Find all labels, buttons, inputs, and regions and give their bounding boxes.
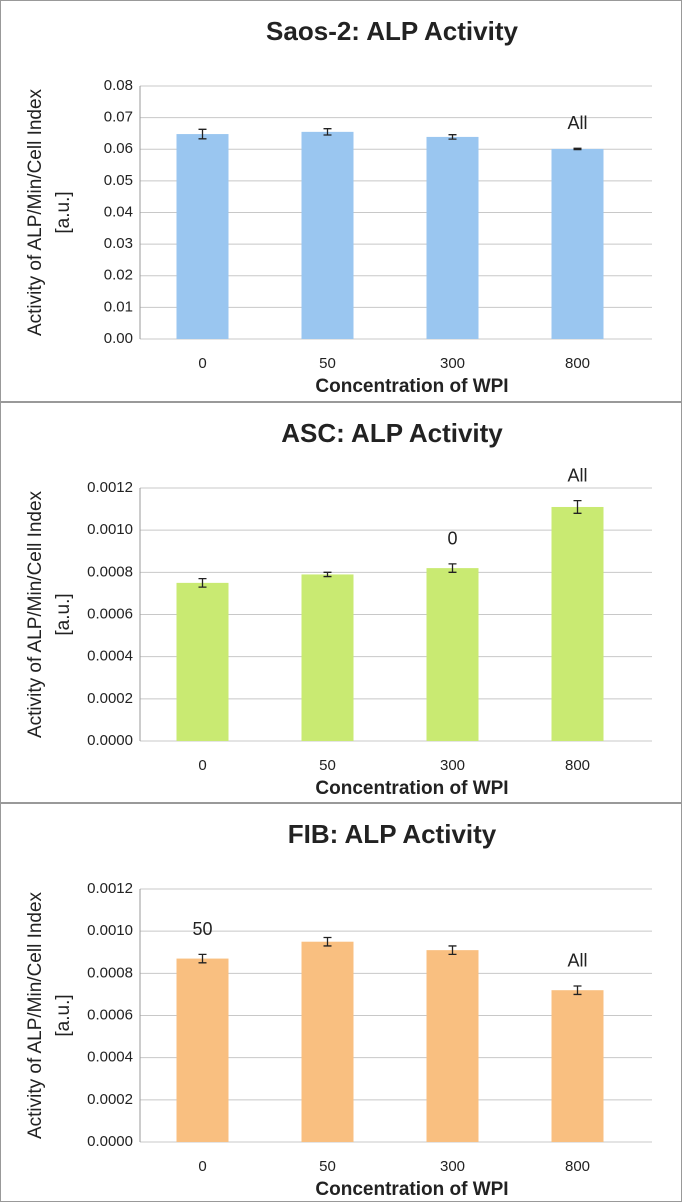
error-bar xyxy=(323,936,332,947)
x-axis-label: Concentration of WPI xyxy=(315,778,508,799)
y-axis-label: [a.u.] xyxy=(53,994,74,1036)
annotation: 50 xyxy=(192,919,212,939)
x-tick-label: 0 xyxy=(198,757,206,774)
x-tick-label: 50 xyxy=(319,1158,336,1175)
bar xyxy=(551,148,604,339)
error-bar xyxy=(198,953,207,964)
y-tick-label: 0.0008 xyxy=(87,563,133,580)
y-tick-label: 0.0006 xyxy=(87,1006,133,1023)
bar xyxy=(551,506,604,741)
x-tick-label: 50 xyxy=(319,757,336,774)
error-bar xyxy=(323,571,332,578)
y-tick-label: 0.0002 xyxy=(87,1091,133,1108)
x-axis-label: Concentration of WPI xyxy=(315,1179,508,1200)
error-bar xyxy=(323,128,332,136)
chart-title: FIB: ALP Activity xyxy=(288,819,497,849)
y-tick-label: 0.03 xyxy=(104,235,133,252)
bar xyxy=(426,950,479,1142)
bar xyxy=(426,136,479,339)
error-bar xyxy=(573,147,582,151)
x-tick-label: 300 xyxy=(440,355,465,372)
bar xyxy=(301,574,354,741)
x-tick-label: 800 xyxy=(565,757,590,774)
y-axis-label: Activity of ALP/Min/Cell Index xyxy=(25,891,46,1139)
x-tick-label: 800 xyxy=(565,355,590,372)
y-tick-label: 0.0006 xyxy=(87,605,133,622)
y-axis-label: [a.u.] xyxy=(53,593,74,635)
error-bar xyxy=(198,578,207,588)
y-tick-label: 0.08 xyxy=(104,77,133,94)
y-axis-label: Activity of ALP/Min/Cell Index xyxy=(25,88,46,336)
y-tick-label: 0.06 xyxy=(104,140,133,157)
annotation: All xyxy=(567,113,587,133)
y-tick-label: 0.0010 xyxy=(87,922,133,939)
error-bar xyxy=(198,128,207,140)
bar xyxy=(176,582,229,741)
y-tick-label: 0.0004 xyxy=(87,648,133,665)
bar xyxy=(301,131,354,339)
x-tick-label: 300 xyxy=(440,757,465,774)
y-tick-label: 0.02 xyxy=(104,267,133,284)
bar xyxy=(176,958,229,1142)
error-bar xyxy=(448,945,457,956)
y-tick-label: 0.0004 xyxy=(87,1049,133,1066)
bar xyxy=(426,568,479,741)
y-tick-label: 0.04 xyxy=(104,203,133,220)
x-tick-label: 300 xyxy=(440,1158,465,1175)
annotation: 0 xyxy=(447,529,457,549)
x-tick-label: 800 xyxy=(565,1158,590,1175)
y-tick-label: 0.0000 xyxy=(87,732,133,749)
x-tick-label: 50 xyxy=(319,355,336,372)
y-axis-label: Activity of ALP/Min/Cell Index xyxy=(25,490,46,738)
annotation: All xyxy=(567,951,587,971)
y-tick-label: 0.0012 xyxy=(87,880,133,897)
chart-title: Saos-2: ALP Activity xyxy=(266,16,518,46)
x-axis-label: Concentration of WPI xyxy=(315,376,508,397)
y-tick-label: 0.00 xyxy=(104,330,133,347)
bar xyxy=(176,134,229,339)
y-tick-label: 0.0010 xyxy=(87,521,133,538)
x-tick-label: 0 xyxy=(198,355,206,372)
y-tick-label: 0.0012 xyxy=(87,479,133,496)
error-bar xyxy=(573,985,582,996)
error-bar xyxy=(448,134,457,140)
y-tick-label: 0.0008 xyxy=(87,964,133,981)
annotation: All xyxy=(567,465,587,485)
x-tick-label: 0 xyxy=(198,1158,206,1175)
y-tick-label: 0.07 xyxy=(104,109,133,126)
chart-title: ASC: ALP Activity xyxy=(281,418,503,448)
y-tick-label: 0.01 xyxy=(104,298,133,315)
y-tick-label: 0.05 xyxy=(104,172,133,189)
error-bar xyxy=(573,500,582,514)
y-axis-label: [a.u.] xyxy=(53,191,74,233)
y-tick-label: 0.0000 xyxy=(87,1133,133,1150)
y-tick-label: 0.0002 xyxy=(87,690,133,707)
error-bar xyxy=(448,563,457,573)
bar xyxy=(551,990,604,1142)
bar xyxy=(301,941,354,1142)
